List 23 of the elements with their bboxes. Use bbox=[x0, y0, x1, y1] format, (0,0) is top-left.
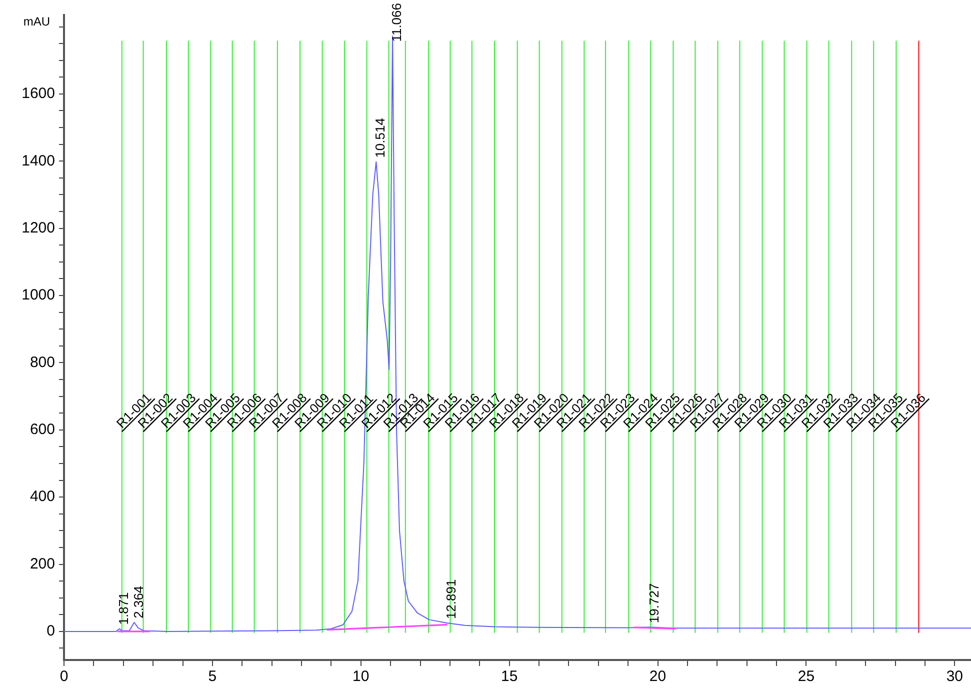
y-tick-label: 1000 bbox=[22, 286, 55, 304]
annotation: 1.871 bbox=[116, 592, 132, 625]
y-tick-label: 600 bbox=[30, 421, 55, 438]
x-tick-label: 30 bbox=[946, 668, 964, 686]
x-tick-label: 15 bbox=[500, 668, 518, 686]
x-tick-label: 10 bbox=[352, 668, 370, 686]
x-tick-label: 5 bbox=[208, 668, 217, 686]
annotation: 10.514 bbox=[372, 118, 388, 158]
annotation: 12.891 bbox=[443, 579, 458, 620]
x-tick-label: 0 bbox=[60, 668, 68, 686]
annotation: 11.066 bbox=[389, 3, 404, 42]
x-tick-label: 25 bbox=[798, 668, 815, 686]
y-axis-title: mAU bbox=[23, 14, 50, 28]
annotation: 2.364 bbox=[130, 586, 146, 618]
y-tick-label: 1200 bbox=[22, 219, 55, 236]
y-tick-label: 1400 bbox=[22, 152, 55, 170]
x-tick-label: 20 bbox=[649, 668, 666, 686]
y-tick-label: 1600 bbox=[22, 85, 55, 102]
y-tick-label: 800 bbox=[30, 354, 55, 371]
y-tick-label: 400 bbox=[30, 488, 55, 506]
y-tick-label: 200 bbox=[30, 555, 55, 572]
annotation: 19.727 bbox=[646, 583, 662, 624]
y-tick-label: 0 bbox=[46, 622, 55, 640]
